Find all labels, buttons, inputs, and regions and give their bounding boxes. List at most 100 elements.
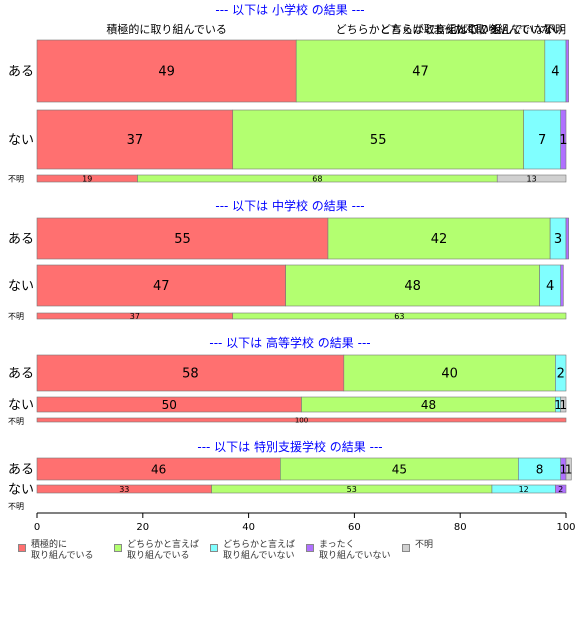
panel-title-3: --- 以下は 特別支援学校 の結果 --- (197, 439, 382, 454)
data-label-0-2-4: 13 (527, 174, 537, 183)
data-label-3-1-2: 12 (519, 485, 529, 494)
bar-segment-1-0-3 (565, 217, 569, 260)
bar-segment-2-1-4 (560, 396, 567, 413)
data-label-2-1-1: 48 (421, 398, 436, 412)
data-label-2-0-2: 2 (557, 367, 565, 382)
data-label-3-1-0: 33 (119, 485, 129, 494)
x-tick-label-4: 80 (454, 522, 467, 533)
data-label-3-0-4: 1 (565, 462, 573, 476)
bar-segment-2-2-0 (36, 417, 567, 423)
legend-swatch-1 (114, 544, 122, 552)
row-label-3-1: ない (8, 483, 34, 498)
row-label-3-0: ある (8, 463, 34, 478)
bar-segment-3-1-3 (555, 484, 567, 494)
bar-segment-0-1-3 (560, 109, 567, 170)
row-label-2-2: 不明 (8, 417, 24, 426)
data-label-2-0-1: 40 (441, 367, 458, 382)
bar-segment-1-2-1 (232, 312, 567, 320)
panel-title-1: --- 以下は 中学校 の結果 --- (215, 198, 364, 213)
data-label-3-0-1: 45 (392, 462, 407, 476)
bar-segment-0-0-0 (36, 39, 297, 103)
x-tick-label-2: 40 (242, 522, 255, 533)
data-label-0-2-0: 19 (82, 174, 92, 183)
legend-item-0: 積極的に 取り組んでいる (18, 540, 114, 562)
bar-segment-0-1-1 (232, 109, 524, 170)
data-label-2-0-0: 58 (182, 367, 199, 382)
bar-segment-2-0-2 (555, 354, 567, 392)
data-label-1-0-0: 55 (174, 232, 191, 247)
legend-item-4: 不明 (402, 540, 498, 562)
bar-segment-3-0-4 (565, 457, 572, 481)
bar-segment-0-2-4 (496, 174, 567, 183)
panel-title-2: --- 以下は 高等学校 の結果 --- (209, 335, 370, 350)
row-label-0-0: ある (8, 65, 34, 80)
data-label-3-1-3: 2 (558, 485, 563, 494)
data-label-1-1-2: 4 (546, 279, 554, 294)
row-label-2-0: ある (8, 367, 34, 382)
data-label-1-2-0: 37 (130, 312, 140, 321)
x-tick-label-3: 60 (348, 522, 361, 533)
row-label-1-0: ある (8, 232, 34, 247)
row-label-1-1: ない (8, 279, 34, 294)
bar-segment-1-1-3 (560, 264, 564, 307)
top-header-4: 不明 (544, 23, 566, 36)
data-label-2-1-0: 50 (162, 398, 177, 412)
top-header-2: どちらかと言えば取り組んでいない (380, 23, 555, 36)
row-label-0-2: 不明 (8, 174, 24, 183)
data-label-1-2-1: 63 (394, 312, 404, 321)
data-label-1-0-2: 3 (554, 232, 562, 247)
legend: 積極的に 取り組んでいる どちらかと言えば 取り組んでいる どちらかと言えば 取… (18, 540, 498, 562)
bar-segment-0-0-1 (295, 39, 546, 103)
bar-segment-1-1-1 (285, 264, 540, 307)
data-label-1-0-1: 42 (431, 232, 448, 247)
row-label-1-2: 不明 (8, 312, 24, 321)
data-label-3-0-2: 8 (536, 462, 544, 476)
top-header-3: まったく取り組んでいない (432, 23, 563, 36)
x-tick-label-0: 0 (34, 522, 40, 533)
x-tick-label-5: 100 (556, 522, 575, 533)
legend-item-2: どちらかと言えば 取り組んでいない (210, 540, 306, 562)
legend-swatch-4 (402, 544, 410, 552)
data-label-0-0-1: 47 (412, 65, 429, 80)
data-label-2-2-0: 100 (295, 417, 308, 425)
legend-swatch-2 (210, 544, 218, 552)
data-label-3-0-3: 1 (560, 462, 568, 476)
bar-segment-2-0-1 (343, 354, 556, 392)
data-label-1-1-0: 47 (153, 279, 170, 294)
x-tick-label-1: 20 (136, 522, 149, 533)
data-label-0-0-2: 4 (551, 65, 559, 80)
data-label-0-1-0: 37 (127, 133, 144, 148)
data-label-0-1-3: 1 (559, 133, 567, 148)
row-label-0-1: ない (8, 133, 34, 148)
bar-segment-0-1-0 (36, 109, 234, 170)
legend-item-3: まったく 取り組んでいない (306, 540, 402, 562)
panel-title-0: --- 以下は 小学校 の結果 --- (215, 2, 364, 17)
row-label-2-1: ない (8, 398, 34, 413)
top-header-1: どちらかと言えば取り組んでいる (336, 23, 500, 36)
data-label-0-1-2: 7 (538, 133, 546, 148)
legend-label-3: まったく 取り組んでいない (319, 540, 391, 561)
legend-item-1: どちらかと言えば 取り組んでいる (114, 540, 210, 562)
data-label-2-1-4: 1 (560, 398, 568, 412)
bar-segment-1-0-0 (36, 217, 329, 260)
legend-label-0: 積極的に 取り組んでいる (31, 540, 94, 561)
legend-label-1: どちらかと言えば 取り組んでいる (127, 540, 200, 561)
legend-swatch-0 (18, 544, 26, 552)
data-label-2-1-2: 1 (554, 398, 562, 412)
data-label-0-1-1: 55 (370, 133, 387, 148)
bar-segment-2-0-0 (36, 354, 345, 392)
legend-label-4: 不明 (415, 540, 434, 550)
bar-segment-1-1-0 (36, 264, 286, 307)
data-label-3-0-0: 46 (151, 462, 166, 476)
data-label-0-0-0: 49 (158, 65, 175, 80)
data-label-3-1-1: 53 (347, 485, 357, 494)
top-header-0: 積極的に取り組んでいる (106, 22, 226, 36)
data-label-0-2-1: 68 (312, 174, 322, 183)
data-label-1-1-1: 48 (404, 279, 421, 294)
legend-swatch-3 (306, 544, 314, 552)
bar-segment-0-0-3 (565, 39, 569, 103)
row-label-3-2: 不明 (8, 502, 24, 511)
legend-label-2: どちらかと言えば 取り組んでいない (223, 540, 296, 561)
